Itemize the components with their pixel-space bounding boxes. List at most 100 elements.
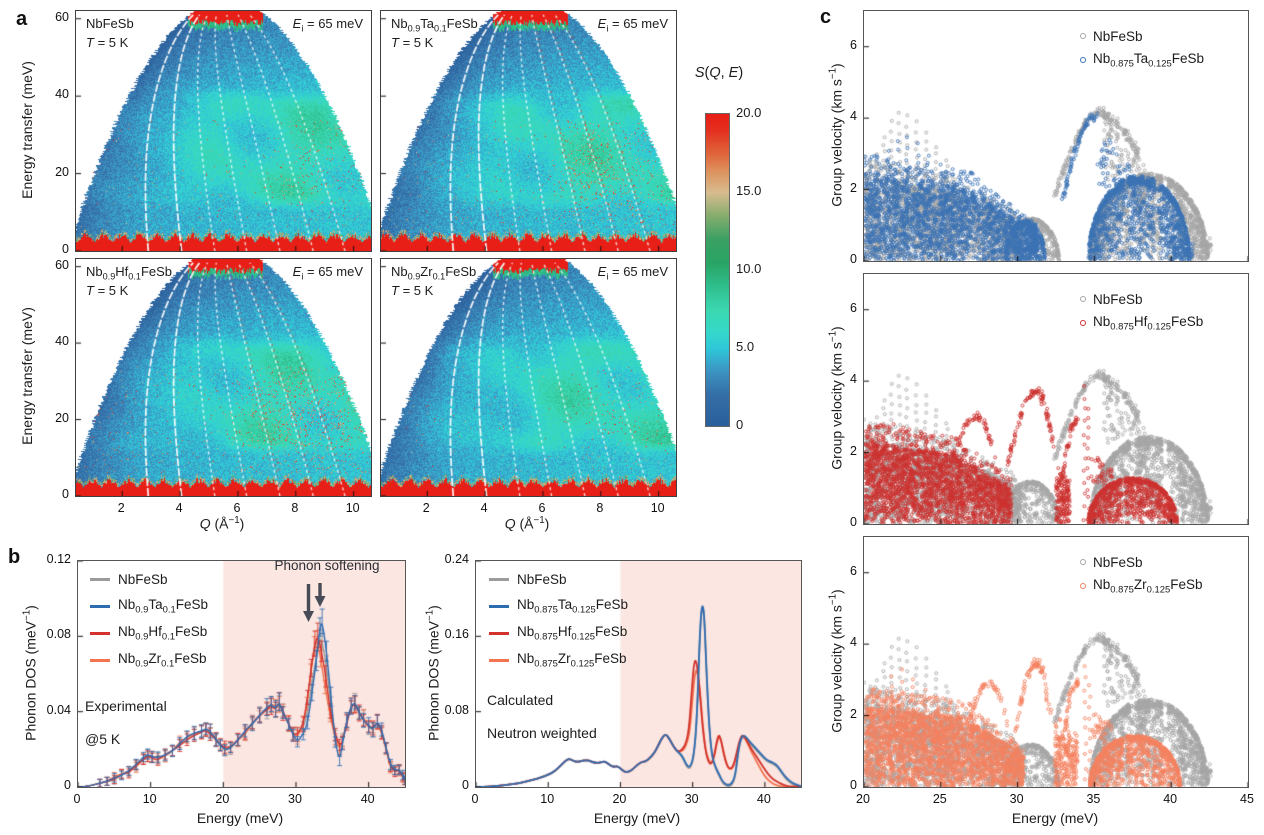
legend-label: Nb0.9Ta0.1FeSb [118, 597, 209, 616]
heatmap-nbtafesb: Nb0.9Ta0.1FeSb T = 5 K Ei = 65 meV [380, 10, 677, 252]
y-tick-label: 0 [62, 487, 69, 501]
phonon-dos-calculated-canvas [476, 561, 801, 787]
legend-label: Nb0.875Ta0.125FeSb [517, 597, 629, 616]
x-tick-label: 2 [422, 501, 430, 515]
energy-axis-label: Energy (meV) [1011, 810, 1099, 826]
phonon-dos-axis-label: Phonon DOS (meV−1) [424, 605, 442, 741]
x-tick-label: 4 [480, 501, 488, 515]
y-tick-label: 40 [55, 334, 69, 349]
legend-label: NbFeSb [1093, 28, 1143, 44]
legend-item: Nb0.875Zr0.125FeSb [1080, 574, 1203, 598]
scatter-legend-ta: NbFeSb Nb0.875Ta0.125FeSb [1080, 24, 1204, 72]
x-tick-label: 4 [175, 501, 183, 515]
heatmap-canvas-nbhffesb [76, 259, 371, 496]
phonon-dos-experimental-chart [77, 560, 406, 788]
sample-label: Nb0.9Zr0.1FeSb [391, 264, 477, 282]
legend-item: Nb0.875Ta0.125FeSb [489, 593, 628, 620]
legend-line-swatch [489, 659, 509, 662]
incident-energy-label: Ei = 65 meV [597, 16, 668, 34]
x-tick-label: 40 [756, 792, 771, 806]
sample-label: Nb0.9Hf0.1FeSb [86, 264, 173, 282]
sample-label: Nb0.9Ta0.1FeSb [391, 16, 478, 34]
temperature-annotation: @5 K [85, 731, 121, 747]
y-tick-label: 0 [850, 515, 857, 529]
legend-label: Nb0.9Hf0.1FeSb [118, 624, 208, 643]
down-arrow-icon [314, 596, 326, 607]
energy-transfer-axis-label: Energy transfer (meV) [19, 307, 35, 445]
x-tick-label: 20 [612, 792, 627, 806]
heatmap-nbfesb: NbFeSb T = 5 K Ei = 65 meV [75, 10, 372, 252]
group-velocity-ta-chart [863, 10, 1249, 262]
heatmap-nbhffesb: Nb0.9Hf0.1FeSb T = 5 K Ei = 65 meV [75, 258, 372, 497]
legend-marker [1080, 583, 1086, 589]
legend-label: NbFeSb [1093, 291, 1143, 307]
experimental-legend: NbFeSb Nb0.9Ta0.1FeSb Nb0.9Hf0.1FeSb Nb0… [90, 566, 208, 674]
legend-item: Nb0.875Hf0.125FeSb [489, 620, 628, 647]
neutron-weighted-annotation: Neutron weighted [487, 725, 597, 741]
legend-item: Nb0.9Zr0.1FeSb [90, 647, 208, 674]
panel-c-label: c [820, 6, 832, 28]
x-tick-label: 10 [650, 501, 665, 515]
scatter-legend-zr: NbFeSb Nb0.875Zr0.125FeSb [1080, 550, 1203, 598]
y-tick-label: 0.12 [46, 552, 71, 566]
x-tick-label: 20 [215, 792, 230, 806]
phonon-softening-arrows [303, 583, 326, 622]
calculated-annotation: Calculated [487, 692, 554, 708]
phonon-softening-annotation: Phonon softening [274, 558, 380, 573]
y-tick-label: 2 [850, 443, 857, 458]
y-tick-label: 0 [850, 252, 857, 266]
colorbar [705, 113, 730, 427]
x-tick-label: 30 [1009, 792, 1024, 806]
q-axis-label: Q (Å−1) [504, 515, 550, 532]
q-axis-label: Q (Å−1) [199, 515, 245, 532]
legend-line-swatch [90, 659, 110, 662]
legend-label: NbFeSb [118, 572, 168, 587]
x-tick-label: 40 [1163, 792, 1178, 806]
energy-axis-label: Energy (meV) [196, 810, 284, 826]
x-tick-label: 30 [684, 792, 699, 806]
legend-item: NbFeSb [489, 566, 628, 593]
colorbar-canvas [706, 114, 729, 426]
group-velocity-ta-canvas [864, 11, 1248, 261]
calculated-legend: NbFeSb Nb0.875Ta0.125FeSb Nb0.875Hf0.125… [489, 566, 628, 674]
down-arrow-icon [303, 611, 314, 622]
legend-marker [1080, 33, 1086, 39]
legend-marker [1080, 559, 1086, 565]
colorbar-title: S(Q, E) [694, 65, 744, 81]
legend-line-swatch [90, 578, 110, 581]
x-tick-label: 45 [1240, 792, 1254, 806]
legend-item: Nb0.9Hf0.1FeSb [90, 620, 208, 647]
group-velocity-hf-canvas [864, 274, 1248, 524]
legend-line-swatch [489, 578, 509, 581]
y-tick-label: 4 [850, 109, 857, 124]
x-tick-label: 30 [288, 792, 302, 806]
y-tick-label: 2 [850, 180, 857, 195]
phonon-dos-calculated-chart [475, 560, 802, 788]
x-tick-label: 8 [291, 501, 299, 515]
legend-line-swatch [489, 632, 509, 635]
x-tick-label: 35 [1086, 792, 1101, 806]
group-velocity-hf-chart [863, 273, 1249, 525]
y-tick-label: 0.16 [444, 627, 469, 642]
y-tick-label: 0 [850, 778, 857, 792]
energy-transfer-axis-label: Energy transfer (meV) [19, 61, 35, 199]
y-tick-label: 4 [850, 372, 857, 387]
x-tick-label: 25 [932, 792, 947, 806]
group-velocity-zr-canvas [864, 537, 1248, 787]
colorbar-tick-label: 15.0 [736, 183, 762, 198]
energy-axis-label: Energy (meV) [593, 810, 681, 826]
y-tick-label: 0 [62, 242, 69, 256]
x-tick-label: 2 [117, 501, 125, 515]
y-tick-label: 0 [462, 778, 469, 792]
legend-label: NbFeSb [1093, 554, 1143, 570]
x-tick-label: 40 [360, 792, 375, 806]
legend-line-swatch [90, 632, 110, 635]
y-tick-label: 60 [55, 257, 69, 272]
experimental-annotation: Experimental [85, 698, 167, 714]
panel-b-label: b [8, 546, 21, 568]
legend-item: Nb0.9Ta0.1FeSb [90, 593, 208, 620]
incident-energy-label: Ei = 65 meV [597, 264, 668, 282]
scatter-legend-hf: NbFeSb Nb0.875Hf0.125FeSb [1080, 287, 1203, 335]
legend-line-swatch [90, 605, 110, 608]
